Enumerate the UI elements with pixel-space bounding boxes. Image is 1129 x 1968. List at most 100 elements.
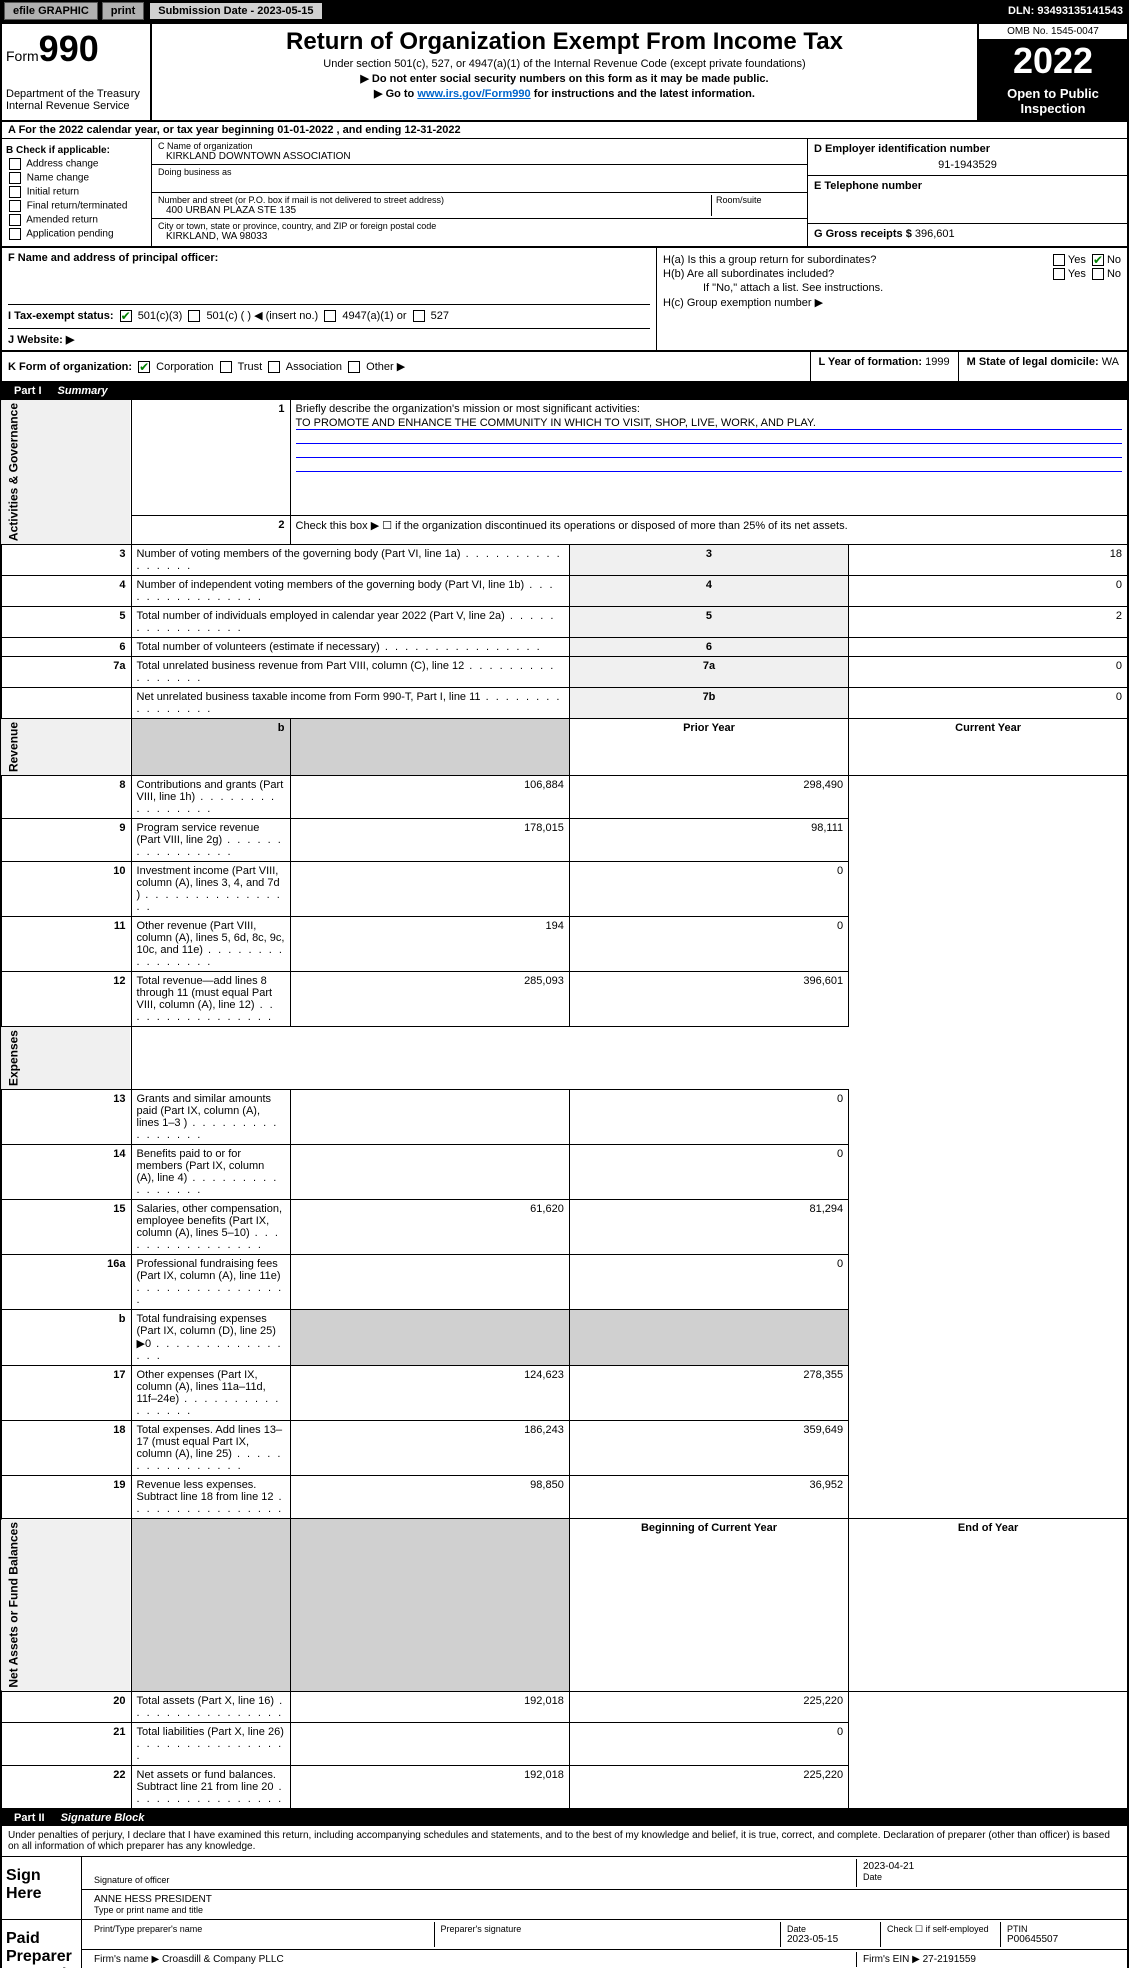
sig-date: 2023-04-21	[863, 1861, 1115, 1872]
hb-no[interactable]	[1092, 268, 1104, 280]
table-row: 8Contributions and grants (Part VIII, li…	[1, 776, 1128, 819]
sec-k-label: K Form of organization:	[8, 361, 132, 373]
chk-4947[interactable]	[324, 310, 336, 322]
sec-i-label: I Tax-exempt status:	[8, 310, 114, 322]
ha-no[interactable]	[1092, 254, 1104, 266]
curr-year-hdr: Current Year	[849, 719, 1128, 776]
table-row: 9Program service revenue (Part VIII, lin…	[1, 819, 1128, 862]
ha-yes[interactable]	[1053, 254, 1065, 266]
prep-date: 2023-05-15	[787, 1934, 874, 1945]
sign-here-label: Sign Here	[2, 1857, 82, 1919]
table-row: 14Benefits paid to or for members (Part …	[1, 1145, 1128, 1200]
omb-number: OMB No. 1545-0047	[979, 24, 1127, 40]
efile-button[interactable]: efile GRAPHIC	[4, 2, 98, 20]
firm-name-label: Firm's name ▶	[94, 1954, 159, 1965]
ha-label: H(a) Is this a group return for subordin…	[663, 254, 876, 266]
section-h: H(a) Is this a group return for subordin…	[657, 248, 1127, 350]
ein-label: D Employer identification number	[814, 143, 1121, 155]
table-row: 4Number of independent voting members of…	[1, 576, 1128, 607]
state-label: M State of legal domicile:	[967, 356, 1099, 368]
irs-label: Internal Revenue Service	[6, 100, 146, 112]
secb-opt: Final return/terminated	[6, 200, 147, 212]
state-val: WA	[1102, 356, 1119, 368]
side-na: Net Assets or Fund Balances	[1, 1519, 131, 1692]
header-right: OMB No. 1545-0047 2022 Open to Public In…	[977, 24, 1127, 120]
firm-ein-label: Firm's EIN ▶	[863, 1954, 920, 1965]
submission-date: Submission Date - 2023-05-15	[150, 3, 321, 19]
section-a-row: A For the 2022 calendar year, or tax yea…	[0, 122, 1129, 248]
hb-note: If "No," attach a list. See instructions…	[663, 282, 1121, 294]
addr-label: Number and street (or P.O. box if mail i…	[158, 195, 711, 205]
table-row: 6Total number of volunteers (estimate if…	[1, 638, 1128, 657]
side-ag: Activities & Governance	[1, 400, 131, 545]
header-mid: Return of Organization Exempt From Incom…	[152, 24, 977, 120]
hb-label: H(b) Are all subordinates included?	[663, 268, 834, 280]
prior-year-hdr: Prior Year	[569, 719, 848, 776]
section-fh: F Name and address of principal officer:…	[0, 248, 1129, 352]
hc-label: H(c) Group exemption number ▶	[663, 296, 1121, 309]
form-number: 990	[39, 28, 99, 69]
tax-year: 2022	[979, 40, 1127, 82]
ptin-label: PTIN	[1007, 1924, 1115, 1934]
chk-527[interactable]	[413, 310, 425, 322]
hb-yes[interactable]	[1053, 268, 1065, 280]
prep-sig-label: Preparer's signature	[441, 1924, 775, 1934]
section-b: B Check if applicable: Address change Na…	[2, 139, 152, 246]
section-c: C Name of organization KIRKLAND DOWNTOWN…	[152, 139, 807, 246]
table-row: 12Total revenue—add lines 8 through 11 (…	[1, 972, 1128, 1027]
signature-block: Under penalties of perjury, I declare th…	[0, 1826, 1129, 1968]
secb-opt: Application pending	[6, 228, 147, 240]
chk-other[interactable]	[348, 361, 360, 373]
date-label: Date	[863, 1872, 1115, 1882]
chk-assoc[interactable]	[268, 361, 280, 373]
section-a: A For the 2022 calendar year, or tax yea…	[2, 122, 1127, 139]
dba-label: Doing business as	[158, 167, 801, 177]
table-row: 19Revenue less expenses. Subtract line 1…	[1, 1476, 1128, 1519]
table-row: Net unrelated business taxable income fr…	[1, 688, 1128, 719]
table-row: 15Salaries, other compensation, employee…	[1, 1200, 1128, 1255]
subtitle-2: ▶ Do not enter social security numbers o…	[160, 72, 969, 85]
year-form-val: 1999	[925, 356, 949, 368]
table-row: 11Other revenue (Part VIII, column (A), …	[1, 917, 1128, 972]
irs-link[interactable]: www.irs.gov/Form990	[417, 88, 530, 100]
table-row: 18Total expenses. Add lines 13–17 (must …	[1, 1421, 1128, 1476]
table-row: 7aTotal unrelated business revenue from …	[1, 657, 1128, 688]
self-emp-check: Check ☐ if self-employed	[887, 1924, 994, 1935]
section-f: F Name and address of principal officer:…	[2, 248, 657, 350]
year-form-label: L Year of formation:	[819, 356, 923, 368]
sec-b-label: B Check if applicable:	[6, 145, 147, 156]
ptin-val: P00645507	[1007, 1934, 1115, 1945]
prep-date-label: Date	[787, 1924, 874, 1934]
officer-name: ANNE HESS PRESIDENT	[94, 1894, 1115, 1905]
header-left: Form990 Department of the Treasury Inter…	[2, 24, 152, 120]
beg-year-hdr: Beginning of Current Year	[569, 1519, 848, 1692]
table-row: 5Total number of individuals employed in…	[1, 607, 1128, 638]
chk-501c[interactable]	[188, 310, 200, 322]
org-city: KIRKLAND, WA 98033	[158, 231, 801, 242]
gross-label: G Gross receipts $	[814, 228, 912, 240]
table-row: 20Total assets (Part X, line 16)192,0182…	[1, 1691, 1128, 1722]
form-label: Form	[6, 48, 39, 64]
gross-value: 396,601	[915, 228, 955, 240]
print-button[interactable]: print	[102, 2, 144, 20]
officer-label: F Name and address of principal officer:	[8, 252, 650, 264]
prep-name-label: Print/Type preparer's name	[94, 1924, 428, 1934]
part1-title: Summary	[58, 385, 108, 397]
end-year-hdr: End of Year	[849, 1519, 1128, 1692]
ein-value: 91-1943529	[814, 155, 1121, 171]
chk-corp[interactable]	[138, 361, 150, 373]
part1-header: Part I Summary	[0, 383, 1129, 399]
summary-table: Activities & Governance 1 Briefly descri…	[0, 399, 1129, 1810]
form-title: Return of Organization Exempt From Incom…	[160, 28, 969, 56]
firm-name: Croasdill & Company PLLC	[162, 1954, 284, 1965]
part2-header: Part II Signature Block	[0, 1810, 1129, 1826]
chk-501c3[interactable]	[120, 310, 132, 322]
chk-trust[interactable]	[220, 361, 232, 373]
org-name: KIRKLAND DOWNTOWN ASSOCIATION	[158, 151, 801, 162]
table-row: bTotal fundraising expenses (Part IX, co…	[1, 1310, 1128, 1366]
l1-label: Briefly describe the organization's miss…	[296, 403, 640, 415]
penalty-text: Under penalties of perjury, I declare th…	[2, 1826, 1127, 1857]
table-row: 17Other expenses (Part IX, column (A), l…	[1, 1366, 1128, 1421]
type-label: Type or print name and title	[94, 1905, 1115, 1915]
sig-officer-label: Signature of officer	[94, 1875, 850, 1885]
